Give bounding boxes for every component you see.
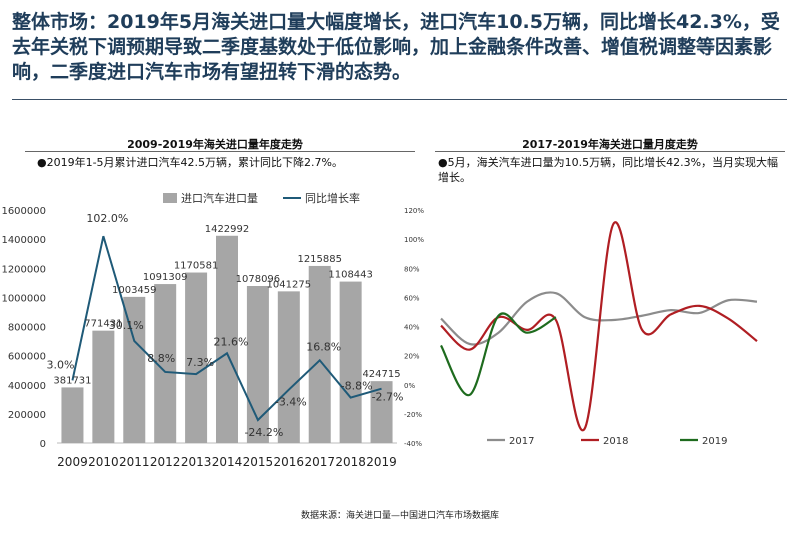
y-axis-tick-label: 1400000 [1,235,46,246]
x-axis-tick-label: 2017 [304,455,335,469]
bar-data-label: 1091309 [143,272,188,283]
growth-rate-line [71,235,382,422]
legend-label-line: 同比增长率 [305,191,360,205]
bar [92,330,115,443]
legend-label-2018: 2018 [603,436,628,447]
right-panel-title-rule [435,151,785,152]
line-data-label: 30.1% [109,319,144,332]
bar [277,291,300,443]
bar-data-label: 381731 [53,375,91,386]
bar-data-label: 1003459 [112,285,157,296]
line-data-label: -3.4% [275,396,307,409]
bar [123,296,146,443]
y2-axis-tick-label: 40% [404,324,420,332]
left-panel-title: 2009-2019年海关进口量年度走势 [127,138,303,151]
y2-axis-tick-label: -40% [404,440,422,448]
headline: 整体市场：2019年5月海关进口量大幅度增长，进口汽车10.5万辆，同比增长42… [12,11,780,83]
x-axis-tick-label: 2019 [366,455,397,469]
line-data-label: -8.8% [341,380,373,393]
line-data-label: 102.0% [86,212,128,225]
bar [185,272,208,443]
legend-label-2019: 2019 [702,436,727,447]
y-axis-tick-label: 600000 [8,352,46,363]
right-panel-title: 2017-2019年海关进口量月度走势 [522,138,698,151]
left-panel-title-rule [25,151,415,152]
y2-axis-tick-label: 100% [404,236,424,244]
x-axis-tick-label: 2011 [119,455,150,469]
y2-axis-tick-label: -20% [404,411,422,419]
bar-data-label: 1422992 [205,224,250,235]
x-axis-tick-label: 2016 [274,455,305,469]
y-axis-tick-label: 1000000 [1,293,46,304]
line-data-label: -24.2% [244,426,283,439]
y-axis-tick-label: 200000 [8,410,46,421]
bar [308,265,331,443]
headline-divider [12,99,787,100]
series-line-2018 [440,221,758,432]
bar [216,235,238,443]
x-axis-tick-label: 2013 [181,455,212,469]
line-data-label: 3.0% [46,358,74,371]
x-axis-tick-label: 2010 [88,455,119,469]
x-axis-tick-label: 2015 [243,455,274,469]
line-data-label: 8.8% [147,352,175,365]
bar-data-label: 1041275 [267,279,312,290]
line-data-label: 16.8% [306,340,341,353]
x-axis-tick-label: 2018 [335,455,366,469]
left-panel-note: ●2019年1-5月累计进口汽车42.5万辆，累计同比下降2.7%。 [37,156,343,169]
y2-axis-tick-label: 80% [404,265,420,273]
y-axis-tick-label: 1200000 [1,264,46,275]
bar [246,286,269,443]
bar-data-label: 771431 [84,319,122,330]
bar-data-label: 424715 [362,369,400,380]
y-axis-tick-label: 0 [40,439,46,450]
bar-data-label: 1078096 [236,274,281,285]
legend-label-2017: 2017 [509,436,534,447]
series-line-2019 [440,312,557,396]
line-data-label: 21.6% [214,335,249,348]
y2-axis-tick-label: 20% [404,353,420,361]
line-data-label: 7.3% [186,356,214,369]
y-axis-tick-label: 400000 [8,381,46,392]
bar [154,284,177,443]
y-axis-tick-label: 800000 [8,323,46,334]
bar-data-label: 1108443 [328,270,373,281]
y2-axis-tick-label: 120% [404,207,424,215]
bar-data-label: 1215885 [297,254,342,265]
legend-label-bar: 进口汽车进口量 [181,191,258,205]
y2-axis-tick-label: 60% [404,294,420,302]
x-axis-tick-label: 2009 [57,455,88,469]
x-axis-tick-label: 2014 [212,455,243,469]
right-panel-note: ●5月，海关汽车进口量为10.5万辆，同比增长42.3%，当月实现大幅增长。 [438,156,779,184]
data-source-note: 数据来源：海关进口量—中国进口汽车市场数据库 [300,511,499,521]
bar-data-label: 1170581 [174,261,219,272]
y2-axis-tick-label: 0% [404,382,415,390]
legend-swatch-bar [163,193,177,203]
bar [370,381,393,443]
y-axis-tick-label: 1600000 [1,206,46,217]
x-axis-tick-label: 2012 [150,455,181,469]
bar [61,387,84,443]
bar [339,281,362,443]
line-data-label: -2.7% [372,391,404,404]
